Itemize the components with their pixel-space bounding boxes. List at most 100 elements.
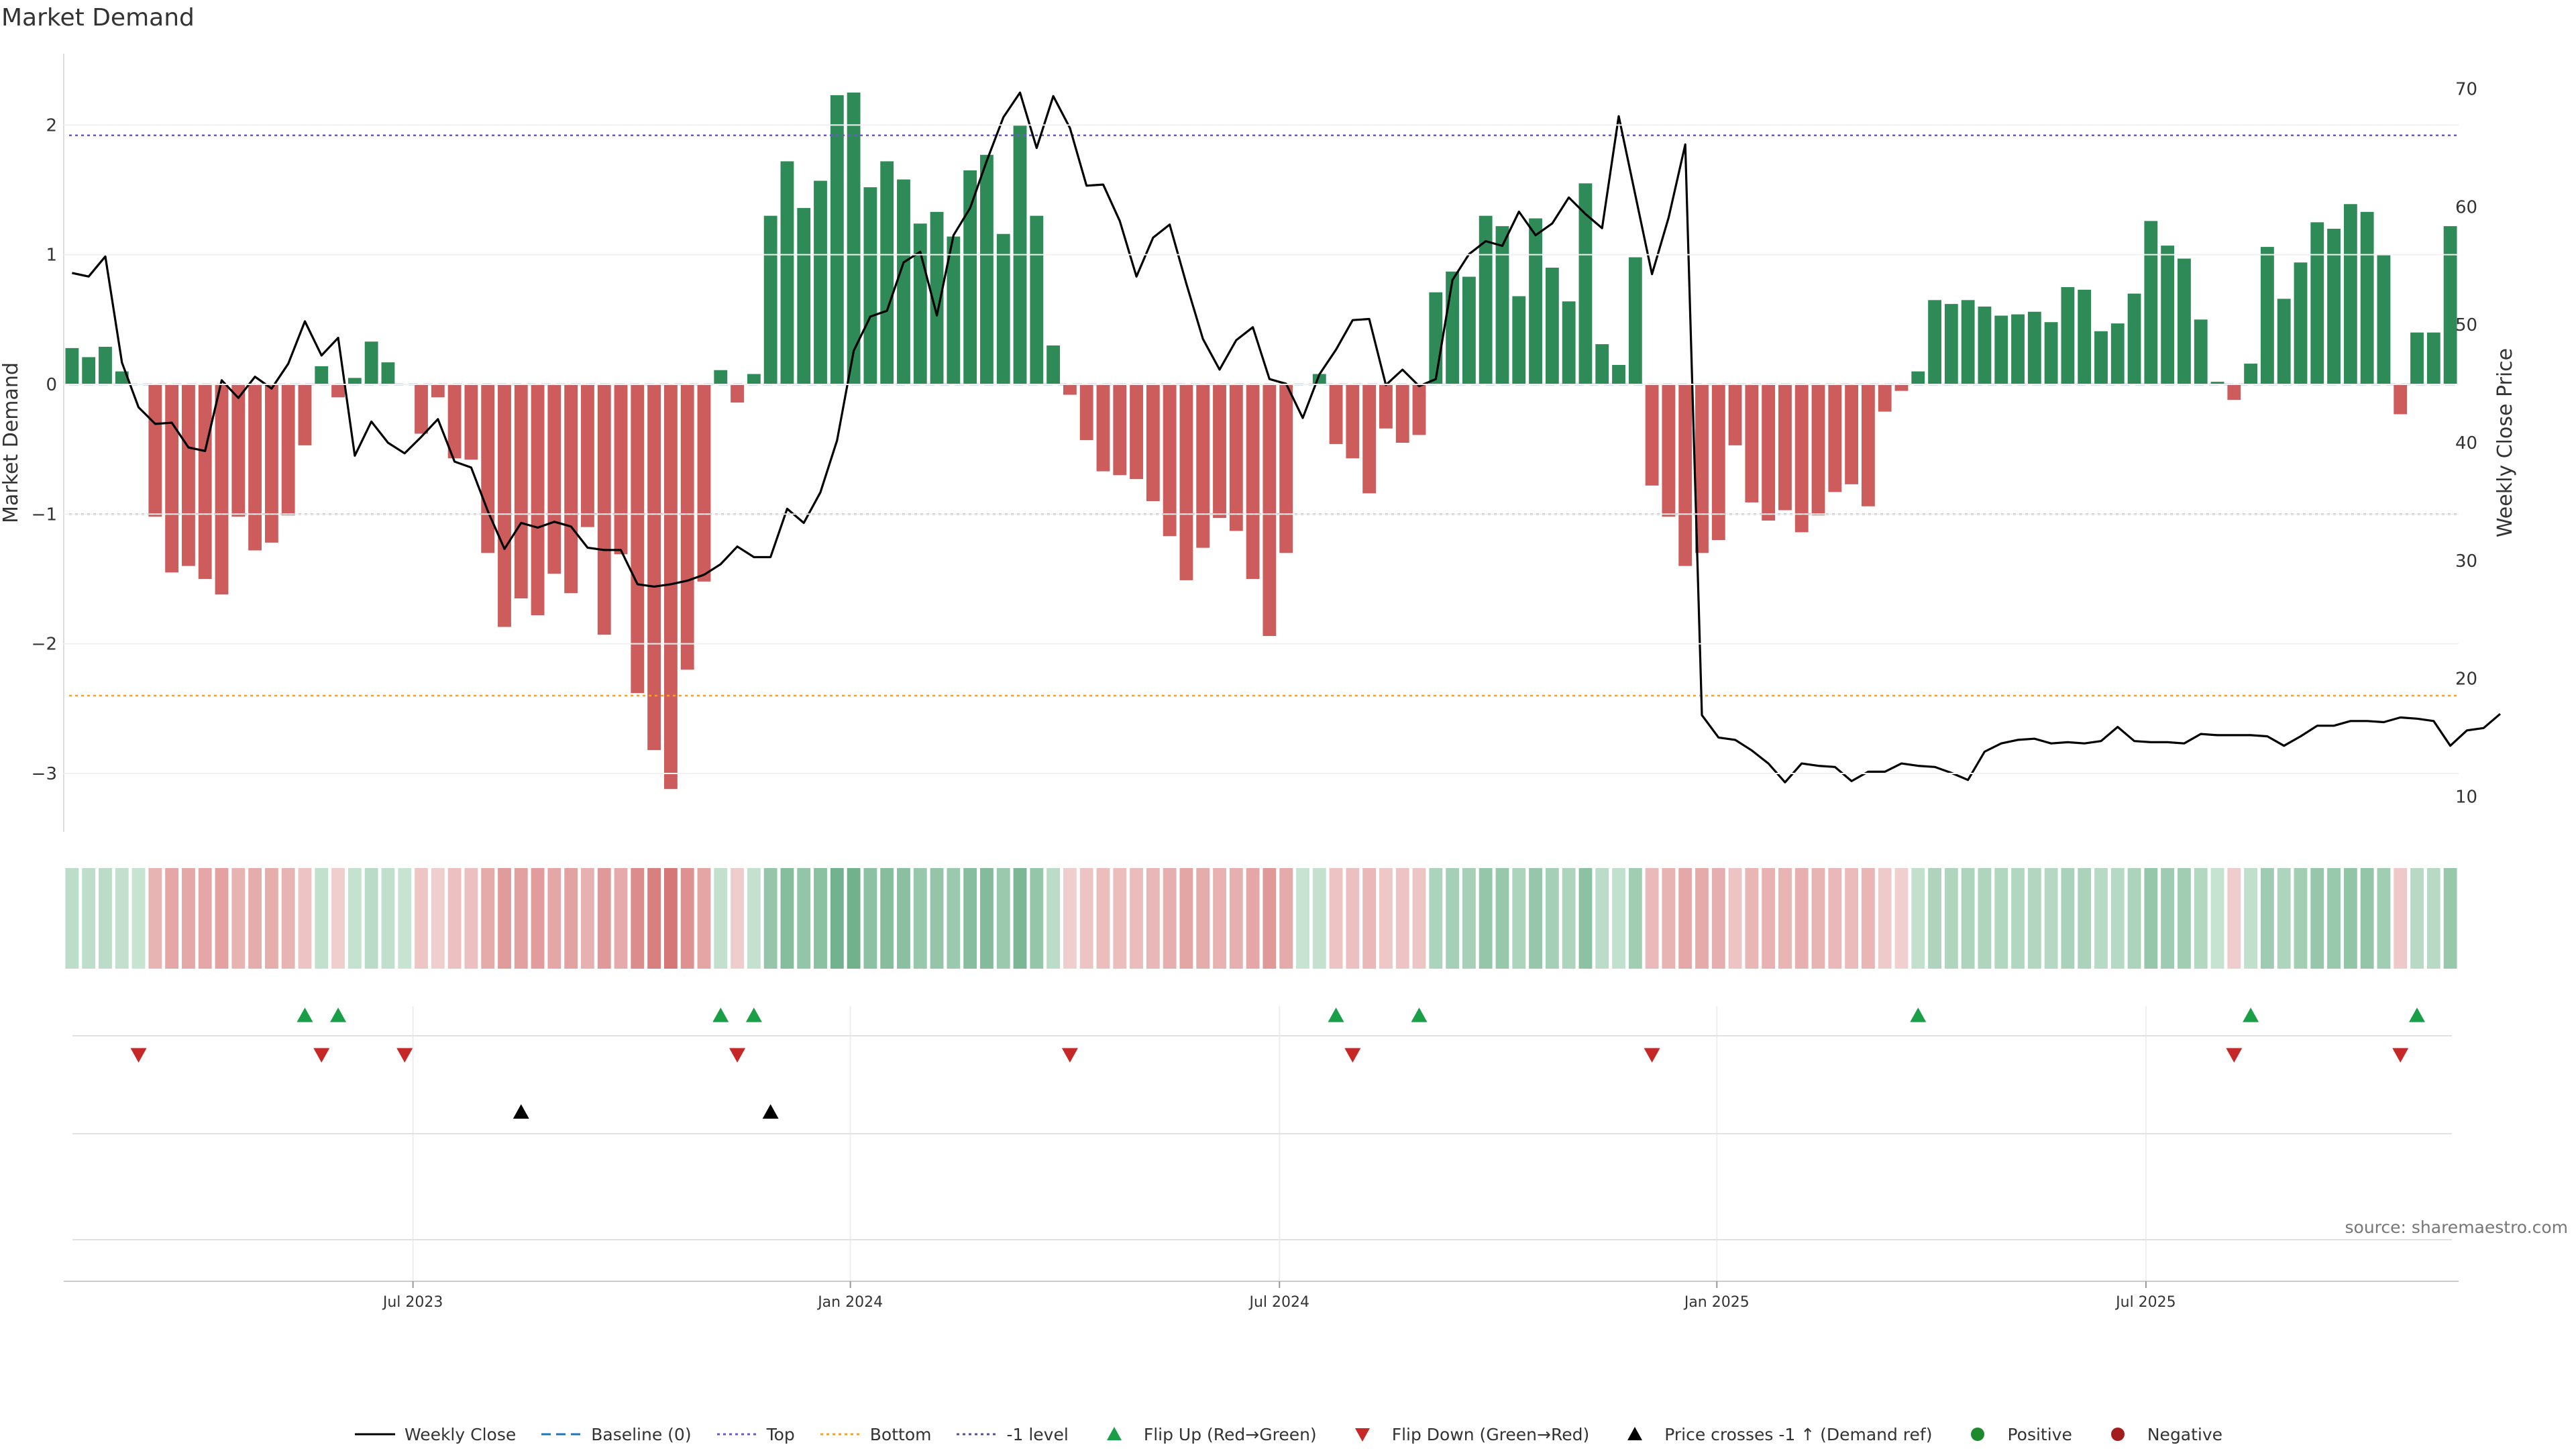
strip-cell	[2260, 868, 2274, 969]
demand-bar-positive	[1578, 183, 1593, 384]
strip-cell	[1878, 868, 1892, 969]
demand-bar-positive	[115, 371, 129, 384]
strip-cell	[2210, 868, 2224, 969]
strip-cell	[797, 868, 811, 969]
demand-bar-negative	[1379, 384, 1393, 429]
demand-bar-positive	[1429, 292, 1443, 384]
demand-bar-positive	[364, 341, 378, 384]
demand-bar-negative	[1395, 384, 1409, 443]
demand-bar-negative	[1762, 384, 1776, 521]
legend-item: Baseline (0)	[540, 1425, 692, 1444]
strip-cell	[131, 868, 146, 969]
strip-cell	[963, 868, 977, 969]
strip-cell	[2410, 868, 2424, 969]
demand-bar-positive	[2210, 382, 2224, 384]
legend-label: Flip Down (Green→Red)	[1391, 1424, 1590, 1444]
flip-up-marker	[1328, 1008, 1344, 1022]
demand-bar-positive	[780, 161, 794, 384]
strip-cell	[1079, 868, 1093, 969]
strip-cell	[115, 868, 129, 969]
strip-cell	[165, 868, 179, 969]
strip-cell	[2310, 868, 2324, 969]
strip-cell	[647, 868, 661, 969]
demand-bar-negative	[597, 384, 611, 635]
demand-bar-negative	[1662, 384, 1676, 517]
demand-bar-negative	[248, 384, 262, 551]
demand-bar-negative	[631, 384, 645, 694]
demand-bar-positive	[2127, 293, 2141, 384]
demand-bar-positive	[963, 170, 977, 384]
demand-bar-negative	[264, 384, 278, 543]
strip-cell	[281, 868, 295, 969]
y-tick-label: 2	[46, 115, 57, 136]
y2-axis-label: Weekly Close Price	[2493, 348, 2517, 537]
strip-cell	[1928, 868, 1941, 969]
demand-bar-positive	[2277, 299, 2291, 384]
demand-bar-negative	[481, 384, 495, 553]
demand-bar-negative	[1362, 384, 1377, 494]
demand-bar-positive	[947, 236, 961, 384]
strip-cell	[1529, 868, 1542, 969]
demand-bar-negative	[281, 384, 295, 516]
demand-bar-positive	[2410, 332, 2424, 384]
strip-cell	[564, 868, 578, 969]
demand-bar-negative	[1861, 384, 1875, 506]
flip-down-marker	[729, 1048, 746, 1063]
legend-label: Bottom	[869, 1424, 932, 1444]
strip-cell	[597, 868, 611, 969]
demand-bar-positive	[2377, 254, 2391, 384]
flip-up-marker	[330, 1008, 347, 1022]
strip-cell	[1645, 868, 1659, 969]
strip-cell	[148, 868, 162, 969]
strip-cell	[996, 868, 1010, 969]
x-tick-label: Jul 2023	[382, 1294, 443, 1311]
demand-bar-negative	[182, 384, 195, 566]
demand-bar-negative	[165, 384, 179, 573]
strip-cell	[447, 868, 462, 969]
strip-cell	[1911, 868, 1925, 969]
demand-bar-positive	[2161, 246, 2175, 384]
legend-label: Weekly Close	[404, 1424, 517, 1444]
strip-cell	[614, 868, 628, 969]
demand-bar-negative	[680, 384, 694, 670]
strip-cell	[1745, 868, 1759, 969]
y2-tick-label: 30	[2455, 551, 2477, 572]
strip-cell	[464, 868, 478, 969]
strip-cell	[1961, 868, 1975, 969]
strip-cell	[2443, 868, 2457, 969]
demand-bar-negative	[215, 384, 229, 595]
flip-down-marker	[1644, 1048, 1660, 1063]
strip-cell	[65, 868, 79, 969]
strip-cell	[1329, 868, 1343, 969]
y2-tick-label: 60	[2455, 197, 2477, 217]
strip-cell	[2277, 868, 2291, 969]
strip-cell	[1728, 868, 1742, 969]
demand-bar-negative	[1263, 384, 1277, 637]
demand-bar-positive	[1479, 215, 1493, 384]
y2-tick-label: 70	[2455, 80, 2477, 100]
strip-cell	[1662, 868, 1676, 969]
strip-cell	[1495, 868, 1509, 969]
demand-bar-negative	[581, 384, 594, 527]
flip-down-marker	[396, 1048, 413, 1063]
legend-item: Flip Up (Red→Green)	[1093, 1425, 1317, 1444]
demand-bar-positive	[1446, 271, 1460, 384]
demand-bar-positive	[2426, 332, 2440, 384]
demand-bar-negative	[1213, 384, 1226, 519]
strip-cell	[1429, 868, 1443, 969]
strip-cell	[930, 868, 944, 969]
demand-bar-negative	[1346, 384, 1360, 459]
y2-tick-label: 20	[2455, 669, 2477, 690]
solid-line-icon	[354, 1433, 395, 1436]
demand-bar-negative	[614, 384, 628, 555]
strip-cell	[2127, 868, 2141, 969]
demand-bar-negative	[464, 384, 478, 460]
strip-cell	[1130, 868, 1143, 969]
source-note: source: sharemaestro.com	[2345, 1218, 2569, 1237]
strip-cell	[198, 868, 212, 969]
demand-bar-negative	[731, 384, 744, 403]
y-tick-label: −1	[32, 504, 57, 525]
demand-bar-positive	[2027, 311, 2041, 384]
demand-bar-positive	[1030, 215, 1044, 384]
legend-item: Top	[716, 1425, 795, 1444]
